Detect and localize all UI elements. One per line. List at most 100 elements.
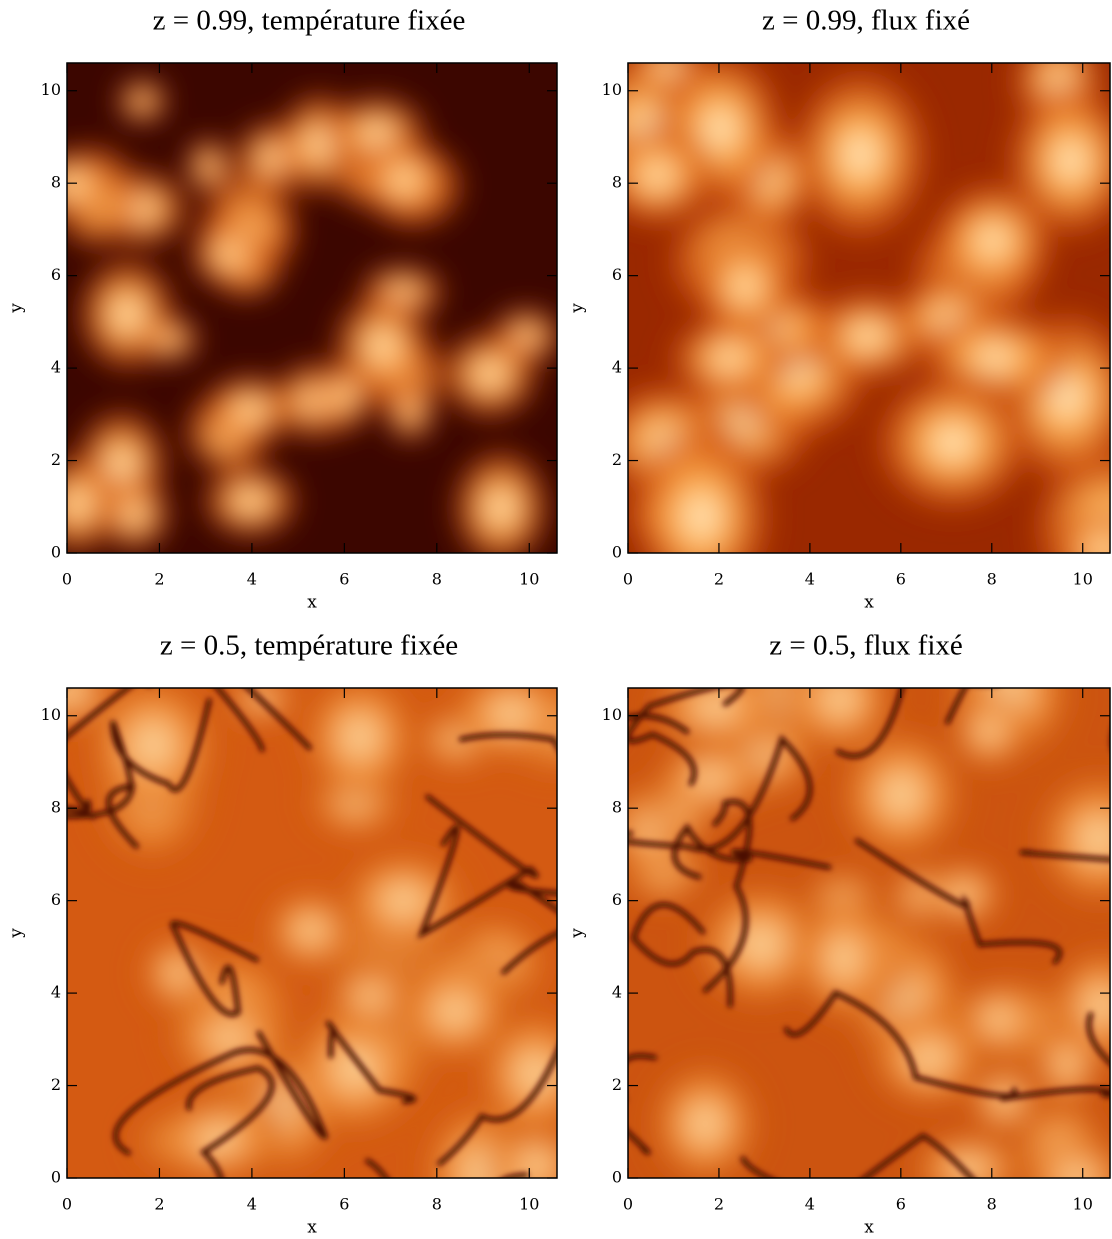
y-tick-label: 4 bbox=[51, 983, 61, 1002]
granule bbox=[328, 841, 479, 960]
granule bbox=[640, 1052, 770, 1178]
x-tick-label: 6 bbox=[339, 570, 349, 589]
x-tick-label: 10 bbox=[1073, 570, 1093, 589]
lane bbox=[672, 823, 832, 880]
granule bbox=[438, 688, 557, 770]
lane bbox=[740, 1132, 975, 1178]
granule bbox=[449, 444, 553, 553]
y-tick-label: 8 bbox=[612, 798, 622, 817]
y-tick-label: 8 bbox=[51, 798, 61, 817]
granule bbox=[135, 929, 220, 1016]
lane bbox=[501, 881, 557, 975]
intergranular-lanes bbox=[628, 688, 1110, 1178]
x-tick-label: 0 bbox=[62, 570, 72, 589]
y-tick-label: 10 bbox=[602, 705, 622, 724]
granule bbox=[628, 121, 719, 231]
heatmap-image bbox=[628, 688, 1110, 1178]
heatmap-image bbox=[67, 688, 557, 1178]
x-tick-label: 0 bbox=[623, 1195, 633, 1214]
lane bbox=[458, 732, 557, 750]
y-tick-label: 8 bbox=[51, 173, 61, 192]
lane bbox=[1000, 1011, 1110, 1102]
granule bbox=[944, 688, 1034, 778]
granule bbox=[437, 326, 543, 423]
granule bbox=[67, 449, 122, 553]
granule bbox=[663, 313, 795, 404]
heatmap-texture bbox=[67, 688, 557, 1178]
heatmap-image bbox=[67, 63, 557, 553]
x-tick-label: 10 bbox=[519, 1195, 539, 1214]
y-tick-label: 8 bbox=[612, 173, 622, 192]
granule bbox=[74, 688, 231, 831]
lane bbox=[170, 920, 260, 1017]
x-tick-label: 0 bbox=[62, 1195, 72, 1214]
heatmap-texture bbox=[628, 63, 1110, 553]
chart-title: z = 0.5, flux fixé bbox=[769, 630, 963, 662]
y-tick-label: 4 bbox=[612, 983, 622, 1002]
y-axis-label: y bbox=[568, 928, 588, 939]
chart-title: z = 0.99, température fixée bbox=[153, 5, 466, 37]
x-tick-label: 4 bbox=[247, 570, 257, 589]
y-tick-label: 6 bbox=[612, 265, 622, 284]
x-tick-label: 10 bbox=[519, 570, 539, 589]
y-tick-label: 0 bbox=[51, 1168, 61, 1187]
x-tick-label: 2 bbox=[714, 570, 724, 589]
x-tick-label: 4 bbox=[805, 570, 815, 589]
x-tick-label: 8 bbox=[987, 570, 997, 589]
x-axis-label: x bbox=[307, 593, 317, 613]
axes-frame bbox=[66, 62, 558, 554]
lane bbox=[628, 688, 745, 787]
y-tick-label: 6 bbox=[51, 265, 61, 284]
x-tick-label: 4 bbox=[247, 1195, 257, 1214]
x-tick-label: 2 bbox=[154, 1195, 164, 1214]
x-tick-label: 6 bbox=[896, 1195, 906, 1214]
chart-title: z = 0.5, température fixée bbox=[160, 630, 458, 662]
lane bbox=[67, 774, 92, 812]
granule bbox=[1050, 506, 1110, 553]
lane bbox=[113, 1030, 329, 1156]
heatmap-image bbox=[628, 63, 1110, 553]
axes-frame bbox=[627, 687, 1111, 1179]
y-tick-label: 0 bbox=[612, 543, 622, 562]
granule bbox=[925, 176, 1061, 306]
granule bbox=[383, 382, 437, 444]
x-tick-label: 8 bbox=[432, 570, 442, 589]
x-axis-label: x bbox=[864, 1218, 874, 1238]
x-axis-label: x bbox=[864, 593, 874, 613]
granule bbox=[291, 688, 428, 813]
y-tick-label: 2 bbox=[51, 1075, 61, 1094]
intergranular-lanes bbox=[67, 688, 557, 1178]
x-tick-label: 8 bbox=[432, 1195, 442, 1214]
lane bbox=[186, 1065, 275, 1178]
y-axis-label: y bbox=[7, 928, 27, 939]
y-tick-label: 4 bbox=[51, 358, 61, 377]
lane bbox=[835, 688, 968, 759]
chart-title: z = 0.99, flux fixé bbox=[762, 5, 970, 37]
axes-frame bbox=[627, 62, 1111, 554]
granule bbox=[785, 882, 903, 1034]
granule bbox=[1024, 760, 1110, 918]
lane bbox=[325, 1020, 417, 1105]
x-tick-label: 0 bbox=[623, 570, 633, 589]
lane bbox=[214, 688, 265, 753]
granule bbox=[784, 63, 937, 251]
granule bbox=[644, 733, 777, 823]
y-tick-label: 10 bbox=[41, 80, 61, 99]
y-tick-label: 0 bbox=[51, 543, 61, 562]
y-tick-label: 2 bbox=[612, 450, 622, 469]
heatmap-texture bbox=[67, 76, 557, 553]
y-tick-label: 4 bbox=[612, 358, 622, 377]
lane bbox=[67, 783, 139, 849]
granule bbox=[159, 989, 300, 1087]
lane bbox=[67, 688, 312, 751]
x-tick-label: 10 bbox=[1073, 1195, 1093, 1214]
granule bbox=[198, 461, 302, 541]
y-tick-label: 2 bbox=[612, 1075, 622, 1094]
x-tick-label: 6 bbox=[339, 1195, 349, 1214]
granule bbox=[947, 973, 1051, 1065]
granule bbox=[628, 417, 779, 553]
lane bbox=[1019, 849, 1110, 863]
lane bbox=[628, 1129, 651, 1155]
granule bbox=[1011, 1130, 1110, 1178]
x-axis-label: x bbox=[307, 1218, 317, 1238]
